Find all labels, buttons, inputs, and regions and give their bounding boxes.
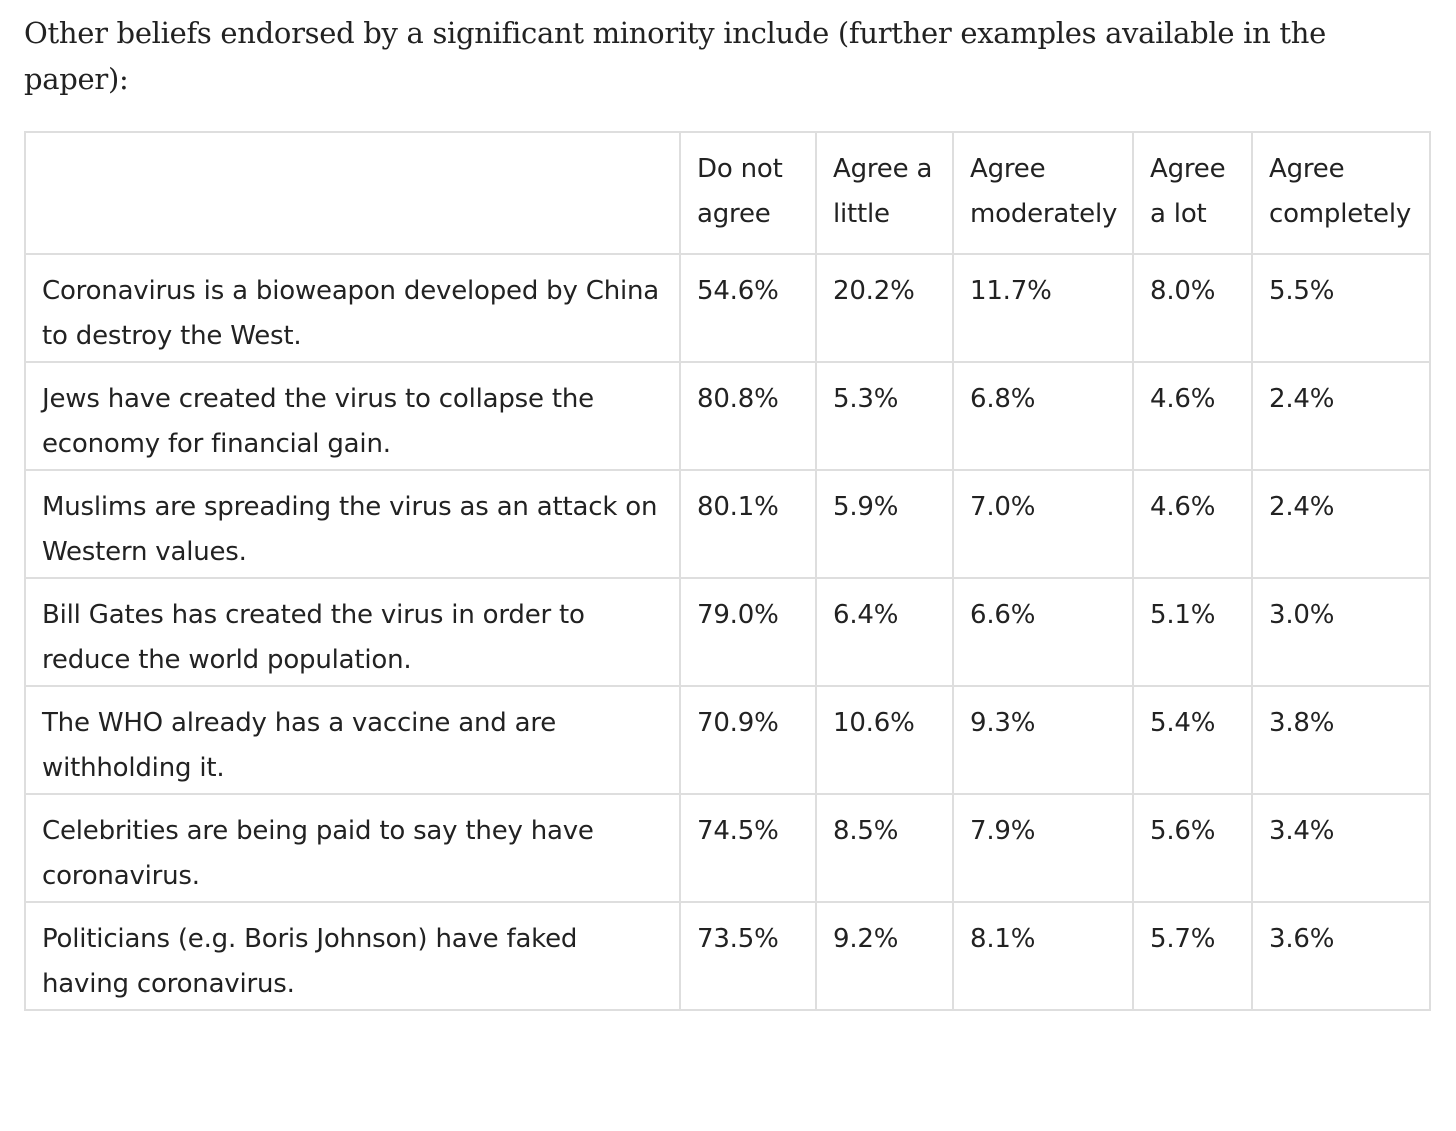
- table-row: Coronavirus is a bioweapon developed by …: [24, 253, 1431, 363]
- table-row: Celebrities are being paid to say they h…: [24, 793, 1431, 903]
- percent-cell: 5.6%: [1132, 793, 1253, 903]
- table-body: Coronavirus is a bioweapon developed by …: [24, 253, 1431, 1011]
- percent-cell: 6.8%: [952, 361, 1134, 471]
- statement-cell: Jews have created the virus to collapse …: [24, 361, 681, 471]
- percent-cell: 4.6%: [1132, 361, 1253, 471]
- percent-cell: 2.4%: [1251, 469, 1431, 579]
- header-cell-agree-a-little: Agree a little: [815, 131, 954, 255]
- statement-cell: Bill Gates has created the virus in orde…: [24, 577, 681, 687]
- percent-cell: 54.6%: [679, 253, 817, 363]
- statement-cell: Muslims are spreading the virus as an at…: [24, 469, 681, 579]
- percent-cell: 6.4%: [815, 577, 954, 687]
- header-cell-agree-moderately: Agree moderately: [952, 131, 1134, 255]
- percent-cell: 8.5%: [815, 793, 954, 903]
- percent-cell: 7.9%: [952, 793, 1134, 903]
- percent-cell: 10.6%: [815, 685, 954, 795]
- percent-cell: 9.3%: [952, 685, 1134, 795]
- percent-cell: 70.9%: [679, 685, 817, 795]
- percent-cell: 5.7%: [1132, 901, 1253, 1011]
- intro-paragraph: Other beliefs endorsed by a significant …: [24, 16, 1326, 96]
- statement-cell: The WHO already has a vaccine and are wi…: [24, 685, 681, 795]
- percent-cell: 3.8%: [1251, 685, 1431, 795]
- percent-cell: 5.3%: [815, 361, 954, 471]
- table-row: Muslims are spreading the virus as an at…: [24, 469, 1431, 579]
- header-cell-agree-a-lot: Agree a lot: [1132, 131, 1253, 255]
- table-row: Bill Gates has created the virus in orde…: [24, 577, 1431, 687]
- percent-cell: 74.5%: [679, 793, 817, 903]
- statement-cell: Celebrities are being paid to say they h…: [24, 793, 681, 903]
- percent-cell: 7.0%: [952, 469, 1134, 579]
- table-header-row: Do not agree Agree a little Agree modera…: [24, 131, 1431, 255]
- table-row: The WHO already has a vaccine and are wi…: [24, 685, 1431, 795]
- header-cell-agree-completely: Agree completely: [1251, 131, 1431, 255]
- percent-cell: 79.0%: [679, 577, 817, 687]
- header-cell-statement: [24, 131, 681, 255]
- percent-cell: 80.1%: [679, 469, 817, 579]
- header-cell-do-not-agree: Do not agree: [679, 131, 817, 255]
- percent-cell: 9.2%: [815, 901, 954, 1011]
- percent-cell: 3.4%: [1251, 793, 1431, 903]
- percent-cell: 11.7%: [952, 253, 1134, 363]
- beliefs-table: Do not agree Agree a little Agree modera…: [24, 131, 1431, 1011]
- percent-cell: 73.5%: [679, 901, 817, 1011]
- percent-cell: 3.0%: [1251, 577, 1431, 687]
- percent-cell: 2.4%: [1251, 361, 1431, 471]
- percent-cell: 6.6%: [952, 577, 1134, 687]
- percent-cell: 5.1%: [1132, 577, 1253, 687]
- percent-cell: 8.1%: [952, 901, 1134, 1011]
- percent-cell: 8.0%: [1132, 253, 1253, 363]
- percent-cell: 3.6%: [1251, 901, 1431, 1011]
- table-row: Politicians (e.g. Boris Johnson) have fa…: [24, 901, 1431, 1011]
- statement-cell: Politicians (e.g. Boris Johnson) have fa…: [24, 901, 681, 1011]
- table-row: Jews have created the virus to collapse …: [24, 361, 1431, 471]
- percent-cell: 4.6%: [1132, 469, 1253, 579]
- percent-cell: 5.4%: [1132, 685, 1253, 795]
- percent-cell: 5.5%: [1251, 253, 1431, 363]
- statement-cell: Coronavirus is a bioweapon developed by …: [24, 253, 681, 363]
- percent-cell: 20.2%: [815, 253, 954, 363]
- percent-cell: 5.9%: [815, 469, 954, 579]
- percent-cell: 80.8%: [679, 361, 817, 471]
